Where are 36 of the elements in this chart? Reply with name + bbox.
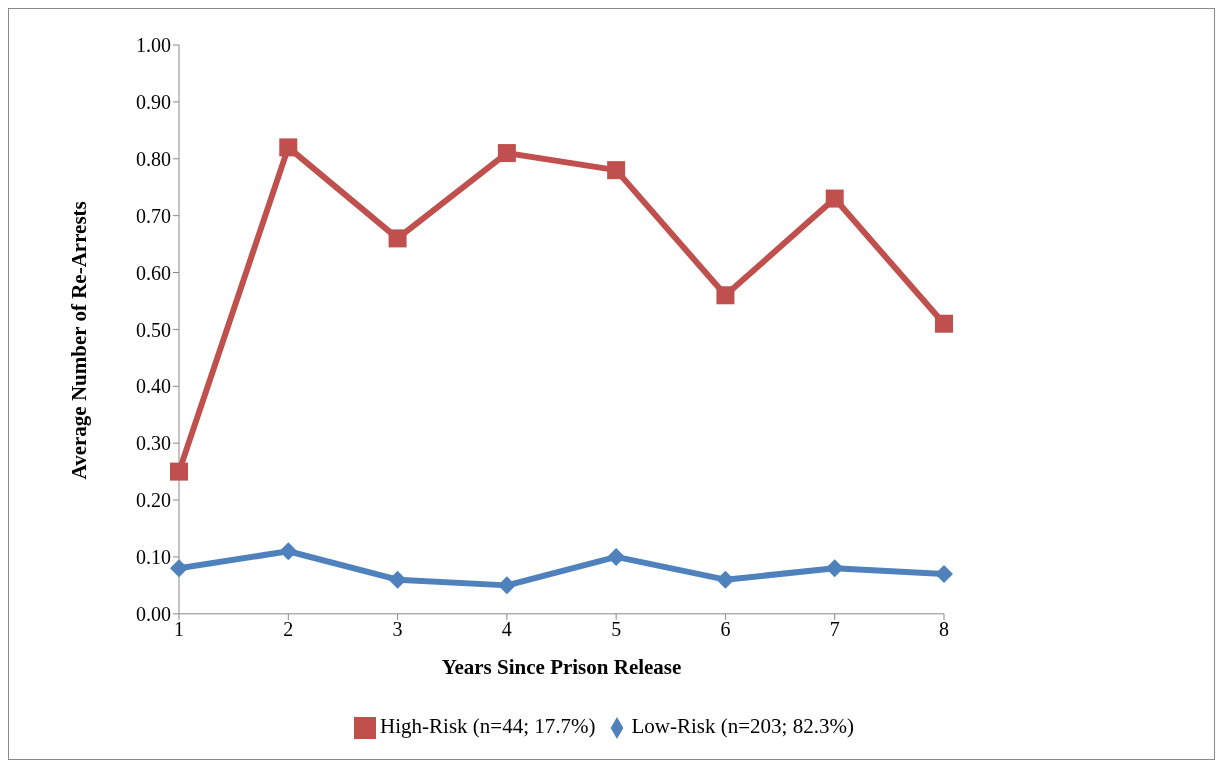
y-axis-title: Average Number of Re-Arrests xyxy=(67,201,92,480)
x-tick-label: 5 xyxy=(611,618,622,641)
y-tick-label: 0.60 xyxy=(136,261,171,284)
x-tick-label: 6 xyxy=(720,618,731,641)
x-tick-label: 4 xyxy=(501,618,512,641)
point xyxy=(170,462,188,481)
point xyxy=(279,138,298,157)
point xyxy=(497,144,516,163)
point xyxy=(388,570,407,589)
point xyxy=(388,229,407,248)
y-tick-label: 0.70 xyxy=(136,204,171,227)
point xyxy=(170,559,188,578)
y-tick-label: 0.20 xyxy=(136,489,171,512)
x-axis-title: Years Since Prison Release xyxy=(441,654,682,679)
y-tick-label: 0.00 xyxy=(136,602,171,625)
point xyxy=(825,189,844,208)
legend-label: High-Risk (n=44; 17.7%) xyxy=(380,713,596,738)
point xyxy=(716,286,735,305)
point xyxy=(935,314,953,333)
x-tick-label: 3 xyxy=(392,618,403,641)
x-tick-label: 8 xyxy=(939,618,949,641)
point xyxy=(279,542,298,561)
x-tick-label: 2 xyxy=(283,618,294,641)
y-tick-label: 0.40 xyxy=(136,375,171,398)
y-tick-label: 1.00 xyxy=(136,34,171,57)
point xyxy=(935,565,953,583)
legend-label: Low-Risk (n=203; 82.3%) xyxy=(631,713,854,738)
x-tick-label: 1 xyxy=(174,618,184,641)
y-tick-label: 0.80 xyxy=(136,147,171,170)
y-tick-label: 0.10 xyxy=(136,546,171,569)
y-tick-label: 0.90 xyxy=(136,90,171,113)
y-tick-label: 0.30 xyxy=(136,432,171,455)
y-tick-label: 0.50 xyxy=(136,318,171,341)
x-tick-label: 7 xyxy=(829,618,840,641)
point xyxy=(607,161,626,180)
point xyxy=(607,547,626,566)
